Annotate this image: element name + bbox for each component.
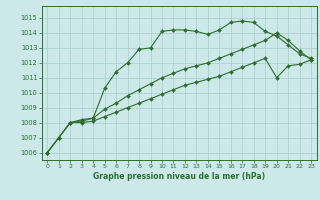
X-axis label: Graphe pression niveau de la mer (hPa): Graphe pression niveau de la mer (hPa) [93, 172, 265, 181]
